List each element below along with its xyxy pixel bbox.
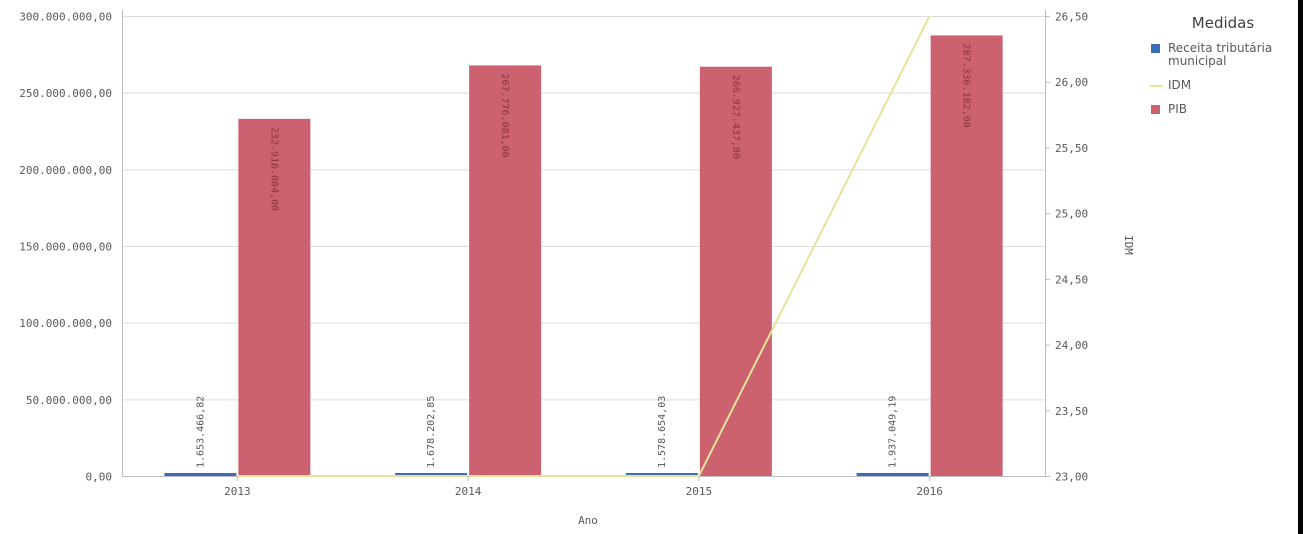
y2-tick-label: 25,00 xyxy=(1055,208,1088,221)
x-tick-label: 2014 xyxy=(455,485,482,498)
y2-tick-label: 26,50 xyxy=(1055,11,1088,24)
x-tick-label: 2015 xyxy=(686,485,713,498)
idm-line xyxy=(237,15,931,477)
receita-data-label: 1.937.049,19 xyxy=(888,396,899,468)
x-axis: 2013 2014 2015 2016 xyxy=(224,476,943,498)
pib-bar xyxy=(469,65,542,477)
idm-series-line xyxy=(237,15,931,477)
legend-title: Medidas xyxy=(1191,14,1255,32)
bars: 1.653.466,82 232.916.004,00 1.678.202,85 26… xyxy=(164,35,1003,477)
y2-tick-label: 24,00 xyxy=(1055,339,1088,352)
y-tick-label: 250.000.000,00 xyxy=(19,87,112,100)
window-edge xyxy=(1298,0,1303,534)
x-tick-label: 2013 xyxy=(224,485,251,498)
receita-data-label: 1.653.466,82 xyxy=(195,396,206,468)
x-tick-label: 2016 xyxy=(916,485,943,498)
y2-tick-label: 24,50 xyxy=(1055,273,1088,286)
legend-item-idm[interactable]: IDM xyxy=(1148,79,1298,92)
receita-data-label: 1.678.202,85 xyxy=(426,396,437,468)
y2-tick-label: 26,00 xyxy=(1055,76,1088,89)
y-tick-label: 50.000.000,00 xyxy=(26,394,112,407)
legend-item-receita[interactable]: Receita tributária municipal xyxy=(1148,42,1298,68)
y-tick-label: 300.000.000,00 xyxy=(19,11,112,24)
y-tick-label: 200.000.000,00 xyxy=(19,164,112,177)
legend-item-pib[interactable]: PIB xyxy=(1148,103,1298,116)
pib-bar xyxy=(930,35,1003,477)
receita-bar xyxy=(856,473,929,476)
legend-label: IDM xyxy=(1168,78,1192,92)
legend: Medidas Receita tributária municipal IDM… xyxy=(1148,10,1298,127)
legend-swatch xyxy=(1151,105,1160,114)
pib-data-label: 267.776.081,00 xyxy=(499,73,510,157)
x-axis-title: Ano xyxy=(578,514,598,527)
y-tick-label: 0,00 xyxy=(86,471,113,484)
receita-bar xyxy=(164,473,237,476)
y2-tick-label: 25,50 xyxy=(1055,142,1088,155)
left-axis: 0,00 50.000.000,00 100.000.000,00 150.000.0… xyxy=(19,11,112,484)
y2-tick-label: 23,00 xyxy=(1055,471,1088,484)
pib-data-label: 266.927.437,00 xyxy=(730,75,741,159)
legend-swatch xyxy=(1150,85,1162,87)
right-axis-title: IDM xyxy=(1122,235,1135,255)
pib-data-label: 287.336.182,00 xyxy=(961,43,972,127)
right-axis: 23,00 23,50 24,00 24,50 25,00 25,50 26,00 26,50 xyxy=(1045,11,1088,484)
y-tick-label: 150.000.000,00 xyxy=(19,241,112,254)
y2-tick-label: 23,50 xyxy=(1055,405,1088,418)
receita-data-label: 1.578.654,03 xyxy=(657,396,668,468)
pib-data-label: 232.916.004,00 xyxy=(268,127,279,211)
receita-bar xyxy=(395,473,468,476)
pib-bar xyxy=(238,118,311,477)
receita-bar xyxy=(625,473,698,476)
legend-label: PIB xyxy=(1168,102,1188,116)
pib-bar xyxy=(699,66,772,476)
legend-label: Receita tributária municipal xyxy=(1168,41,1273,68)
legend-swatch xyxy=(1151,44,1160,53)
y-tick-label: 100.000.000,00 xyxy=(19,317,112,330)
